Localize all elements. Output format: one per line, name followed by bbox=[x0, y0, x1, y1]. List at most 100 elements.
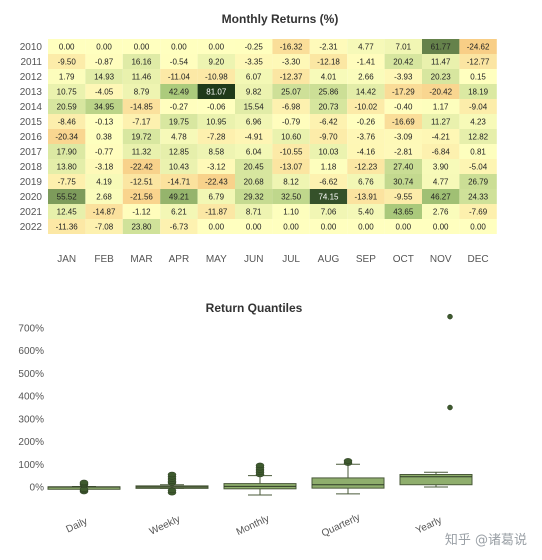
cell-value: -10.98 bbox=[205, 73, 228, 82]
heatmap-cell bbox=[85, 69, 123, 84]
cell-value: 11.27 bbox=[431, 118, 451, 127]
heatmap-cell bbox=[160, 144, 198, 159]
cell-value: 25.07 bbox=[281, 88, 302, 97]
cell-value: -3.12 bbox=[207, 163, 226, 172]
heatmap-cell bbox=[422, 114, 460, 129]
cell-value: 30.74 bbox=[393, 178, 414, 187]
cell-value: -12.18 bbox=[317, 58, 340, 67]
category-label: Daily bbox=[65, 516, 90, 535]
heatmap-cell bbox=[122, 39, 161, 54]
heatmap-cell bbox=[459, 84, 497, 99]
box bbox=[399, 474, 473, 486]
cell-value: 6.79 bbox=[209, 193, 225, 202]
cell-value: 0.00 bbox=[209, 43, 225, 52]
month-label: AUG bbox=[318, 254, 340, 265]
heatmap-cell bbox=[85, 84, 123, 99]
cell-value: -0.54 bbox=[170, 58, 189, 67]
heatmap-cell bbox=[48, 84, 86, 99]
heatmap-title: Monthly Returns (%) bbox=[222, 12, 339, 26]
cell-value: 0.81 bbox=[470, 148, 486, 157]
heatmap-cell bbox=[160, 99, 198, 114]
cell-value: 8.58 bbox=[209, 148, 225, 157]
cell-value: 11.46 bbox=[132, 73, 152, 82]
cell-value: 6.07 bbox=[246, 73, 262, 82]
cell-value: -12.77 bbox=[467, 58, 490, 67]
cell-value: 34.95 bbox=[94, 103, 115, 112]
heatmap-cell bbox=[160, 69, 198, 84]
cell-value: -22.42 bbox=[130, 163, 153, 172]
cell-value: 9.82 bbox=[246, 88, 262, 97]
cell-value: 0.00 bbox=[209, 223, 225, 232]
heatmap-cell bbox=[235, 54, 273, 69]
heatmap-cell bbox=[459, 189, 497, 204]
cell-value: 0.00 bbox=[433, 223, 449, 232]
month-label: APR bbox=[169, 254, 190, 265]
cell-value: 25.86 bbox=[318, 88, 339, 97]
cell-value: 14.93 bbox=[94, 73, 115, 82]
outlier-point bbox=[79, 479, 89, 486]
cell-value: 4.19 bbox=[96, 178, 112, 187]
y-tick-label: 300% bbox=[18, 414, 44, 425]
heatmap-cell bbox=[272, 144, 310, 159]
cell-value: 6.76 bbox=[358, 178, 374, 187]
heatmap-cell bbox=[347, 189, 385, 204]
cell-value: -7.75 bbox=[58, 178, 77, 187]
heatmap-cell bbox=[309, 99, 348, 114]
cell-value: -14.87 bbox=[93, 208, 116, 217]
cell-value: 0.00 bbox=[470, 223, 486, 232]
heatmap-cell bbox=[272, 99, 310, 114]
heatmap-cell bbox=[48, 99, 86, 114]
heatmap-cell bbox=[384, 219, 422, 234]
heatmap-cell bbox=[160, 84, 198, 99]
cell-value: 1.10 bbox=[283, 208, 299, 217]
cell-value: 74.15 bbox=[318, 193, 339, 202]
heatmap-cell bbox=[197, 174, 235, 189]
heatmap-cell bbox=[384, 54, 422, 69]
month-label: NOV bbox=[430, 254, 452, 265]
cell-value: -0.27 bbox=[170, 103, 189, 112]
heatmap-cell bbox=[309, 54, 348, 69]
cell-value: -10.02 bbox=[355, 103, 378, 112]
cell-value: 20.68 bbox=[244, 178, 265, 187]
cell-value: -7.08 bbox=[95, 223, 114, 232]
cell-value: 26.79 bbox=[468, 178, 489, 187]
heatmap-cell bbox=[459, 39, 497, 54]
cell-value: 16.16 bbox=[131, 58, 152, 67]
heatmap-cell bbox=[459, 54, 497, 69]
heatmap-cell bbox=[309, 129, 348, 144]
heatmap-cell bbox=[422, 69, 460, 84]
outlier-point bbox=[447, 404, 453, 411]
cell-value: -7.28 bbox=[207, 133, 226, 142]
heatmap-cell bbox=[235, 39, 273, 54]
heatmap-cell bbox=[48, 69, 86, 84]
outlier-point bbox=[447, 313, 453, 320]
cell-value: 10.60 bbox=[281, 133, 302, 142]
heatmap-cell bbox=[85, 159, 123, 174]
heatmap-cell bbox=[309, 39, 348, 54]
cell-value: -13.07 bbox=[280, 163, 303, 172]
cell-value: 0.00 bbox=[321, 223, 337, 232]
cell-value: -12.23 bbox=[355, 163, 378, 172]
heatmap-cell bbox=[235, 204, 273, 219]
cell-value: 1.18 bbox=[321, 163, 337, 172]
cell-value: -14.85 bbox=[130, 103, 153, 112]
heatmap-cell bbox=[197, 114, 235, 129]
heatmap-cell bbox=[272, 39, 310, 54]
cell-value: 2.68 bbox=[96, 193, 112, 202]
cell-value: 14.42 bbox=[356, 88, 377, 97]
y-tick-label: 400% bbox=[18, 392, 44, 403]
cell-value: -0.40 bbox=[394, 103, 413, 112]
heatmap-cell bbox=[197, 99, 235, 114]
cell-value: -11.87 bbox=[205, 208, 228, 217]
cell-value: -6.84 bbox=[432, 148, 451, 157]
heatmap-cell bbox=[235, 129, 273, 144]
heatmap-cell bbox=[85, 174, 123, 189]
heatmap-cell bbox=[48, 39, 86, 54]
heatmap-cell bbox=[347, 99, 385, 114]
heatmap-cell bbox=[422, 174, 460, 189]
cell-value: 0.00 bbox=[134, 43, 150, 52]
cell-value: -9.70 bbox=[319, 133, 338, 142]
heatmap-cell bbox=[309, 189, 348, 204]
heatmap-cell bbox=[347, 39, 385, 54]
heatmap-cell bbox=[48, 174, 86, 189]
